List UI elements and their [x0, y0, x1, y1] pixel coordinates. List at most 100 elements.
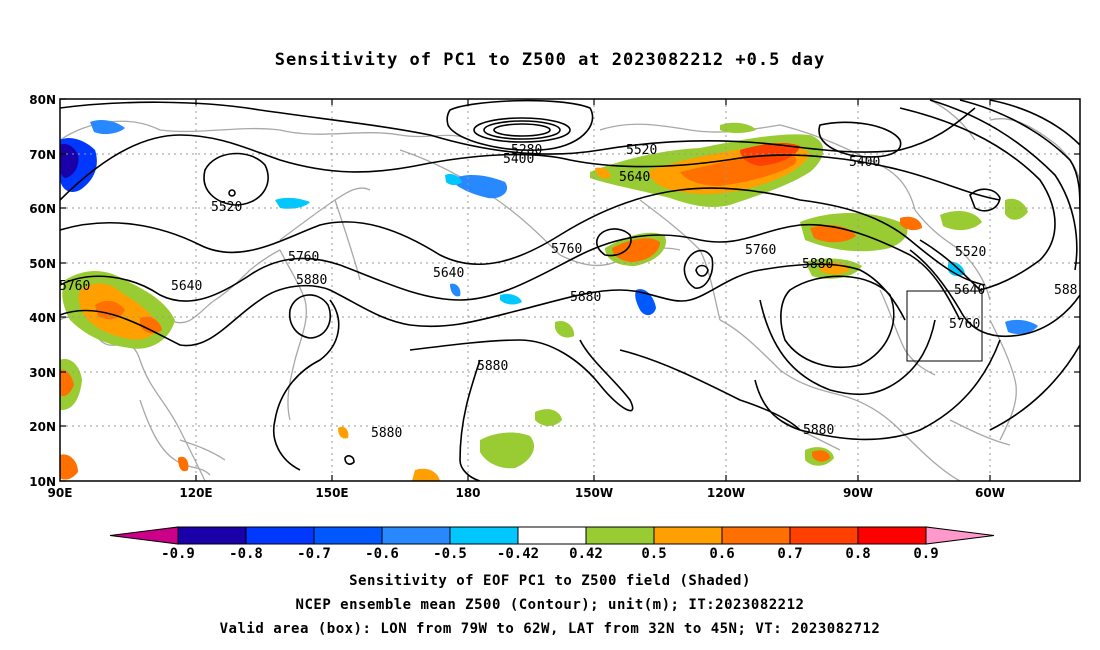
lon-label: 60W	[975, 486, 1005, 500]
lat-label: 30N	[29, 366, 56, 380]
caption-line-1: Sensitivity of EOF PC1 to Z500 field (Sh…	[349, 573, 751, 589]
colorbar-segment	[517, 526, 587, 545]
lon-label: 120E	[179, 486, 212, 500]
map-frame-bg	[60, 99, 1080, 481]
positive-patch	[740, 143, 800, 166]
lon-label: 90W	[843, 486, 873, 500]
contour-label: 5760	[59, 279, 90, 294]
contour-labels: 5280 5400 5520 5400 5520 5640 5640 5520 …	[171, 143, 1077, 441]
colorbar-segment	[585, 526, 655, 545]
contour-label: 5880	[296, 273, 327, 288]
contour-label: 5640	[619, 170, 650, 185]
colorbar-segment	[857, 526, 927, 545]
colorbar-label: 0.9	[913, 546, 938, 562]
positive-patch	[178, 456, 189, 472]
lat-label: 40N	[29, 311, 56, 325]
negative-patch	[90, 120, 125, 135]
contour-label: 5520	[211, 200, 242, 215]
colorbar-segment	[721, 526, 791, 545]
negative-patch	[60, 144, 79, 178]
colorbar-label: -0.9	[161, 546, 195, 562]
negative-patch	[455, 175, 508, 199]
lat-label: 20N	[29, 420, 56, 434]
contour-label: 588	[1054, 283, 1077, 298]
longitude-labels: 90E 120E 150E 180 150W 120W 90W 60W	[48, 486, 1005, 500]
contour-label: 5520	[626, 143, 657, 158]
colorbar-label: -0.42	[497, 546, 539, 562]
colorbar-segment	[449, 526, 519, 545]
colorbar-segment	[789, 526, 859, 545]
positive-patch	[412, 468, 440, 481]
colorbar-label: -0.5	[433, 546, 467, 562]
lat-label: 10N	[29, 475, 56, 489]
contour-label: 5640	[433, 266, 464, 281]
caption-line-2: NCEP ensemble mean Z500 (Contour); unit(…	[295, 597, 805, 613]
z500-contours	[60, 99, 1080, 481]
positive-patch	[612, 238, 660, 262]
colorbar-segment	[313, 526, 383, 545]
positive-patch	[720, 122, 756, 133]
colorbar-segment	[177, 526, 247, 545]
lon-label: 150W	[575, 486, 613, 500]
lon-label: 120W	[707, 486, 745, 500]
positive-patch	[940, 210, 982, 231]
lat-label: 60N	[29, 202, 56, 216]
colorbar-segment	[381, 526, 451, 545]
negative-patch	[275, 197, 310, 209]
colorbar-label: -0.8	[229, 546, 263, 562]
colorbar-right-arrow	[925, 526, 995, 545]
axis-ticks	[60, 98, 1080, 482]
positive-patch	[535, 409, 562, 426]
contour-label: 5880	[477, 359, 508, 374]
positive-patch	[338, 426, 349, 439]
lon-label: 180	[455, 486, 480, 500]
colorbar: -0.9 -0.8 -0.7 -0.6 -0.5 -0.42 0.42 0.5 0.6 0.7 0.…	[109, 526, 995, 562]
lon-label: 90E	[48, 486, 73, 500]
positive-patch	[60, 454, 78, 480]
lon-label: 150E	[315, 486, 348, 500]
contour-label: 5760	[745, 243, 776, 258]
contour-label: 5880	[802, 257, 833, 272]
colorbar-left-arrow	[109, 526, 179, 545]
caption-line-3: Valid area (box): LON from 79W to 62W, L…	[219, 621, 881, 637]
map-title: Sensitivity of PC1 to Z500 at 2023082212…	[274, 50, 826, 70]
coastlines	[60, 99, 1080, 481]
colorbar-label: -0.6	[365, 546, 399, 562]
contour-label: 5520	[955, 245, 986, 260]
lat-label: 80N	[29, 93, 56, 107]
lat-label: 70N	[29, 148, 56, 162]
positive-patch	[60, 369, 74, 397]
contour-label: 5640	[171, 279, 202, 294]
negative-patch	[1005, 319, 1038, 334]
negative-patch	[635, 289, 656, 316]
colorbar-label: 0.7	[777, 546, 802, 562]
positive-patch	[555, 320, 575, 338]
positive-patch	[140, 316, 162, 334]
positive-patch	[595, 167, 611, 179]
negative-patch	[445, 173, 462, 185]
colorbar-label: -0.7	[297, 546, 331, 562]
contour-label: 5880	[803, 423, 834, 438]
colorbar-segment	[653, 526, 723, 545]
contour-label: 5760	[551, 242, 582, 257]
contour-label: 5760	[949, 317, 980, 332]
positive-patch	[480, 432, 535, 469]
valid-area-box	[906, 290, 983, 362]
contour-label: 5880	[371, 426, 402, 441]
negative-patch	[500, 293, 522, 305]
contour-label: 5400	[849, 155, 880, 170]
contour-label: 5760	[288, 250, 319, 265]
contour-label: 5400	[503, 152, 534, 167]
colorbar-segment	[245, 526, 315, 545]
positive-patch	[812, 450, 830, 462]
positive-patch	[95, 300, 125, 320]
colorbar-label: 0.5	[641, 546, 666, 562]
negative-patch	[450, 283, 461, 297]
contour-label: 5880	[570, 290, 601, 305]
positive-patch	[1005, 198, 1028, 220]
colorbar-label: 0.8	[845, 546, 870, 562]
map-border	[59, 98, 1081, 482]
colorbar-label: 0.6	[709, 546, 734, 562]
latitude-labels: 80N 70N 60N 50N 40N 30N 20N 10N	[29, 93, 56, 489]
